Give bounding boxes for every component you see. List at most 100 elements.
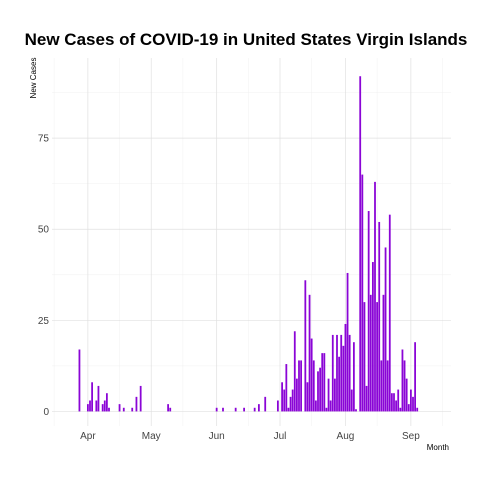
bar	[363, 302, 366, 412]
bar	[333, 378, 336, 412]
bar	[340, 334, 343, 412]
bar	[243, 407, 245, 412]
bar	[215, 407, 218, 412]
bar	[361, 174, 364, 412]
bar	[319, 367, 321, 412]
bar	[395, 400, 397, 412]
y-tick-label: 0	[43, 407, 49, 418]
bar	[352, 342, 355, 412]
bar	[314, 400, 317, 412]
x-tick-label: Sep	[402, 431, 420, 442]
bar	[369, 294, 372, 412]
bar	[367, 211, 370, 412]
bar	[355, 409, 357, 412]
bar	[78, 349, 81, 412]
bar	[131, 407, 134, 412]
bar	[407, 404, 410, 412]
bar	[348, 334, 351, 412]
bar	[317, 371, 319, 412]
y-tick-label: 50	[38, 225, 50, 236]
bar	[342, 345, 345, 412]
bar	[167, 404, 169, 412]
x-tick-label: Aug	[337, 431, 355, 442]
bar	[401, 349, 404, 412]
bar	[386, 360, 389, 412]
x-axis-label: Month	[427, 443, 449, 452]
bar	[169, 407, 172, 412]
bar	[390, 393, 393, 412]
bar	[350, 389, 353, 412]
bar	[376, 302, 378, 412]
x-tick-label: Jun	[209, 431, 225, 442]
x-tick-label: Apr	[80, 431, 96, 442]
bar	[338, 356, 340, 412]
bar	[291, 389, 294, 412]
bar	[412, 396, 414, 412]
bar	[281, 382, 283, 412]
bar	[276, 400, 279, 412]
grid	[52, 58, 451, 426]
x-tick-label: Jul	[274, 431, 287, 442]
bars	[78, 76, 419, 412]
bar	[118, 404, 121, 412]
bar	[264, 396, 267, 412]
bar	[371, 262, 374, 412]
bar	[344, 323, 347, 412]
bar	[403, 360, 406, 412]
bar	[222, 407, 224, 412]
bar	[304, 280, 307, 412]
bar	[283, 389, 286, 412]
bar	[397, 389, 400, 412]
bar	[365, 385, 368, 412]
bar	[327, 378, 330, 412]
bar	[122, 407, 125, 412]
bar	[336, 334, 338, 412]
bar	[300, 360, 302, 412]
bar	[323, 353, 326, 412]
bar	[293, 331, 296, 412]
bar	[359, 76, 362, 412]
bar	[409, 389, 412, 412]
chart-title: New Cases of COVID-19 in United States V…	[25, 30, 468, 49]
bar	[95, 400, 98, 412]
bar	[325, 407, 328, 412]
x-tick-label: May	[142, 431, 161, 442]
bar	[380, 360, 383, 412]
bar	[135, 396, 138, 412]
bar	[97, 385, 100, 412]
bar	[86, 404, 89, 412]
bar	[308, 294, 311, 412]
bar	[346, 272, 349, 412]
y-tick-label: 25	[38, 316, 50, 327]
bar	[306, 382, 309, 412]
bar	[101, 404, 104, 412]
bar	[329, 400, 332, 412]
bar	[382, 294, 385, 412]
y-axis-label: New Cases	[29, 58, 38, 99]
bar	[234, 407, 237, 412]
bar	[287, 407, 290, 412]
bar	[103, 400, 106, 412]
bar	[89, 400, 91, 412]
bar	[257, 404, 260, 412]
bar	[378, 221, 381, 412]
bar	[331, 334, 334, 412]
bar	[285, 364, 288, 412]
bar	[310, 338, 313, 412]
y-tick-label: 75	[38, 134, 50, 145]
bar	[321, 353, 324, 412]
bar	[253, 407, 256, 412]
bar	[384, 247, 387, 412]
bar	[108, 407, 110, 412]
bar	[289, 396, 292, 412]
bar	[416, 407, 419, 412]
bar	[91, 382, 93, 412]
bar	[298, 360, 300, 412]
bar	[312, 360, 315, 412]
tick-labels: 0 25 50 75 Apr May Jun Jul Aug Sep	[38, 134, 420, 442]
bar	[105, 393, 108, 412]
bar	[393, 393, 395, 412]
bar	[405, 378, 408, 412]
bar	[399, 407, 402, 412]
